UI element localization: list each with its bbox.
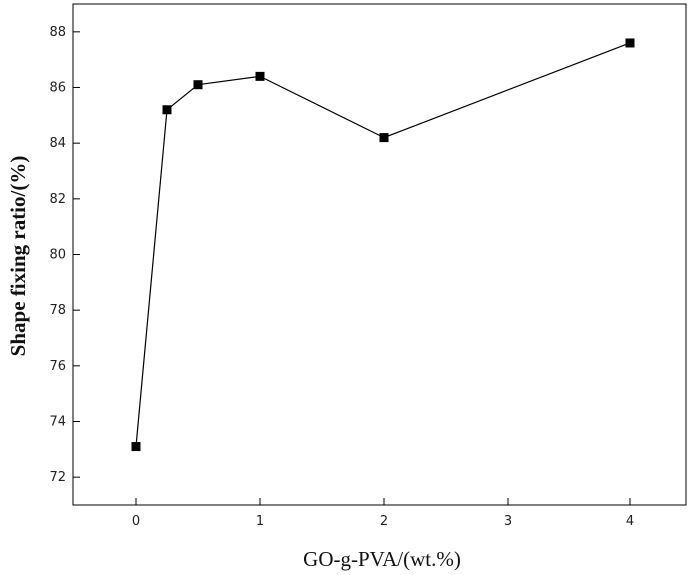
y-tick-label: 82 [49,192,66,207]
x-axis-title: GO-g-PVA/(wt.%) [303,547,461,571]
y-tick-label: 78 [49,303,66,318]
data-point-marker [194,80,203,89]
x-tick-label: 3 [504,514,512,529]
series-line [136,43,630,447]
data-point-marker [380,133,389,142]
data-point-marker [626,38,635,47]
x-tick-label: 2 [380,514,388,529]
x-tick-label: 4 [626,514,634,529]
y-tick-label: 74 [49,415,66,430]
y-tick-label: 84 [49,136,66,151]
data-point-marker [163,105,172,114]
x-tick-label: 1 [256,514,264,529]
ticks-layer: 72 74 76 78 80 82 84 86 88 0 1 2 3 4 [49,25,634,529]
series-layer [132,38,635,451]
data-point-marker [256,72,265,81]
y-tick-label: 88 [49,25,66,40]
y-tick-label: 72 [49,470,66,485]
x-tick-label: 0 [132,514,140,529]
data-point-marker [132,442,141,451]
plot-frame [73,4,686,505]
y-tick-label: 80 [49,248,66,263]
y-axis-title: Shape fixing ratio/(%) [6,156,30,357]
y-tick-label: 76 [49,359,66,374]
y-tick-label: 86 [49,81,66,96]
